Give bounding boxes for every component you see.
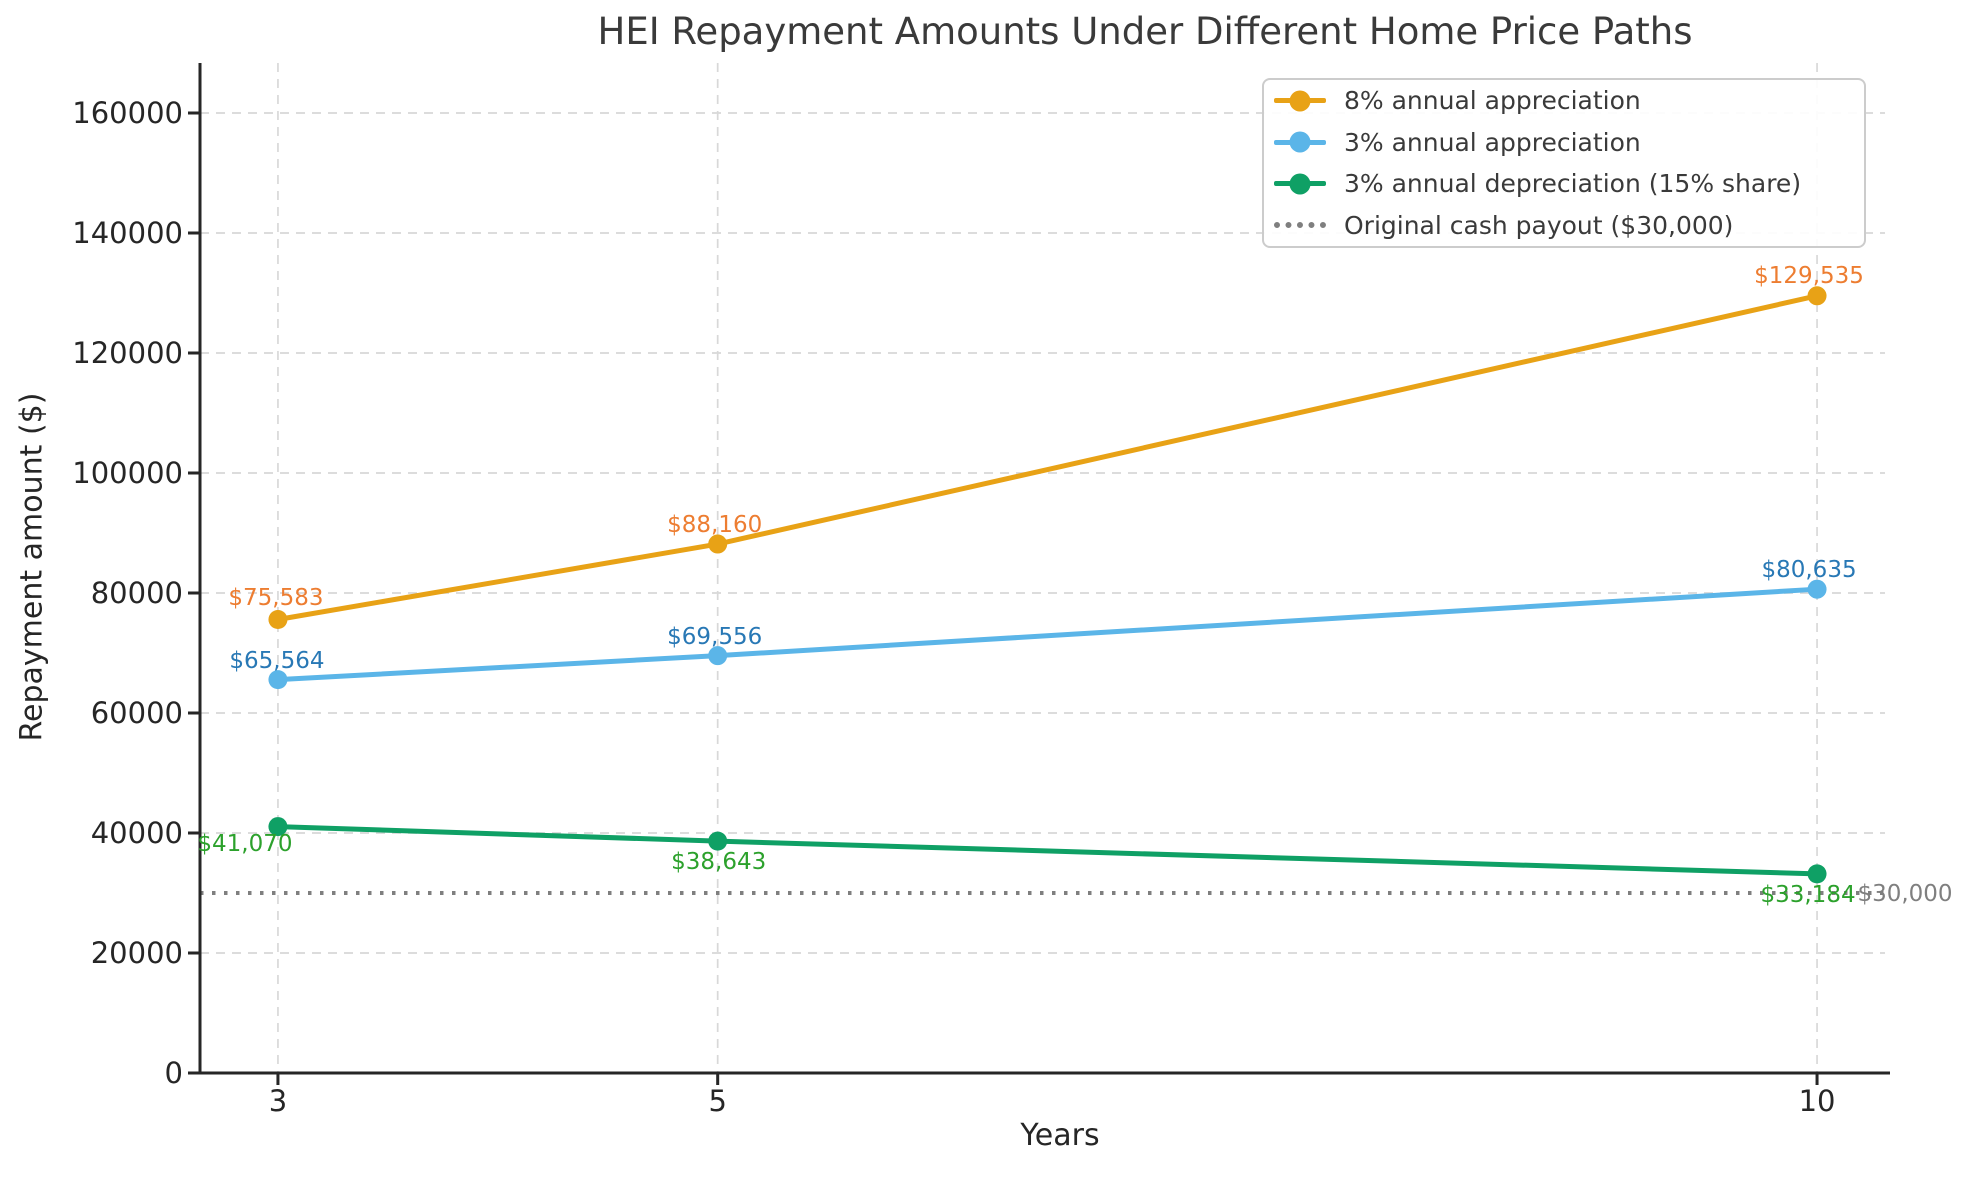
legend-marker-dot-green [1289, 173, 1311, 195]
y-tick-label: 80000 [90, 575, 183, 610]
legend-item-3pct-depreciation: 3% annual depreciation (15% share) [1274, 163, 1854, 205]
series-line-1 [275, 586, 1820, 683]
data-point-marker [708, 534, 728, 554]
series-line-2 [275, 824, 1820, 877]
point-value-label: $129,535 [1754, 262, 1864, 289]
data-point-marker [1807, 579, 1827, 599]
legend-item-label: 8% annual appreciation [1344, 86, 1641, 116]
point-value-label: $69,556 [667, 623, 763, 650]
y-tick-label: 140000 [72, 215, 183, 250]
x-tick-label: 10 [1798, 1084, 1836, 1118]
y-tick-label: 20000 [90, 935, 183, 970]
y-tick-label: 0 [164, 1056, 183, 1090]
legend-line-sample-green [1274, 173, 1326, 195]
legend-line-sample-blue [1274, 131, 1326, 153]
y-axis-title: Repayment amount ($) [14, 392, 50, 742]
legend-item-original-cash-payout: Original cash payout ($30,000) [1274, 205, 1854, 247]
y-tick-label: 40000 [90, 815, 183, 850]
point-value-label: $88,160 [667, 512, 763, 539]
x-tick-label: 3 [268, 1084, 288, 1118]
legend-dotted-line-sample-gray [1274, 222, 1326, 229]
legend: 8% annual appreciation 3% annual appreci… [1262, 78, 1866, 248]
data-point-marker [1807, 864, 1827, 884]
data-point-marker [268, 610, 288, 630]
series-line-0 [275, 293, 1820, 623]
y-tick-label: 160000 [72, 95, 183, 130]
legend-marker-dot-orange [1289, 90, 1311, 112]
data-point-marker [1807, 286, 1827, 306]
x-tick-label: 5 [708, 1084, 727, 1118]
reference-line-value-label: $30,000 [1857, 881, 1953, 907]
x-axis-title: Years [1020, 1118, 1100, 1153]
legend-line-sample-orange [1274, 90, 1326, 112]
data-point-marker [268, 817, 288, 837]
point-value-label: $41,070 [197, 830, 293, 857]
point-value-label: $75,583 [228, 584, 324, 611]
y-tick-label: 120000 [72, 335, 183, 370]
legend-item-8pct-appreciation: 8% annual appreciation [1274, 80, 1854, 122]
point-value-label: $65,564 [229, 647, 325, 674]
legend-item-3pct-appreciation: 3% annual appreciation [1274, 122, 1854, 164]
y-tick-label: 60000 [90, 695, 183, 730]
legend-item-label: Original cash payout ($30,000) [1344, 210, 1734, 240]
data-point-marker [268, 670, 288, 690]
point-value-label: $80,635 [1761, 557, 1857, 584]
legend-item-label: 3% annual depreciation (15% share) [1344, 169, 1802, 199]
point-value-label: $33,184 [1760, 881, 1856, 908]
legend-item-label: 3% annual appreciation [1344, 127, 1641, 157]
data-point-marker [708, 646, 728, 666]
chart-title: HEI Repayment Amounts Under Different Ho… [597, 10, 1693, 53]
legend-marker-dot-blue [1289, 131, 1311, 153]
point-value-label: $38,643 [671, 849, 767, 876]
data-point-marker [708, 831, 728, 851]
y-tick-label: 100000 [72, 455, 183, 490]
